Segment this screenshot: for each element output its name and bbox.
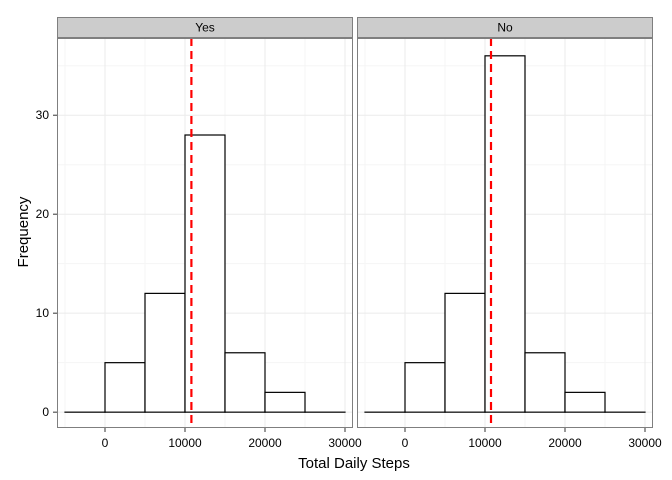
facet-strip bbox=[57, 17, 353, 38]
x-tick-label: 10000 bbox=[468, 436, 502, 450]
histogram-bar bbox=[144, 292, 186, 413]
histogram-bar bbox=[264, 391, 306, 413]
facet-strip bbox=[357, 17, 653, 38]
panel-border bbox=[57, 38, 353, 428]
y-tick-label: 30 bbox=[36, 108, 50, 122]
x-axis-title: Total Daily Steps bbox=[298, 455, 410, 472]
facet-strip-label: No bbox=[497, 21, 513, 35]
x-tick-label: 10000 bbox=[168, 436, 202, 450]
axes-layer: 0 10000 20000 30000 0 10 20 30 0 10000 20000 30000 bbox=[36, 108, 662, 450]
x-tick-label: 30000 bbox=[628, 436, 662, 450]
facet-panel-2: No bbox=[357, 17, 653, 428]
x-tick-label: 0 bbox=[402, 436, 409, 450]
x-tick-label: 30000 bbox=[328, 436, 362, 450]
panel-border bbox=[357, 38, 653, 428]
histogram-bar bbox=[564, 391, 606, 413]
x-tick-label: 0 bbox=[102, 436, 109, 450]
panels-layer: Yes No bbox=[57, 17, 653, 428]
y-axis-title: Frequency bbox=[15, 196, 32, 267]
y-tick-label: 10 bbox=[36, 306, 50, 320]
x-tick-label: 20000 bbox=[548, 436, 582, 450]
facet-strip-label: Yes bbox=[195, 21, 215, 35]
x-tick-label: 20000 bbox=[248, 436, 282, 450]
histogram-bar bbox=[224, 352, 266, 413]
histogram-bar bbox=[524, 352, 566, 413]
histogram-bar bbox=[444, 292, 486, 413]
y-tick-label: 20 bbox=[36, 207, 50, 221]
histogram-bar bbox=[404, 362, 446, 413]
facet-panel-1: Yes bbox=[57, 17, 353, 428]
y-tick-label: 0 bbox=[42, 405, 49, 419]
histogram-bar bbox=[104, 362, 146, 413]
